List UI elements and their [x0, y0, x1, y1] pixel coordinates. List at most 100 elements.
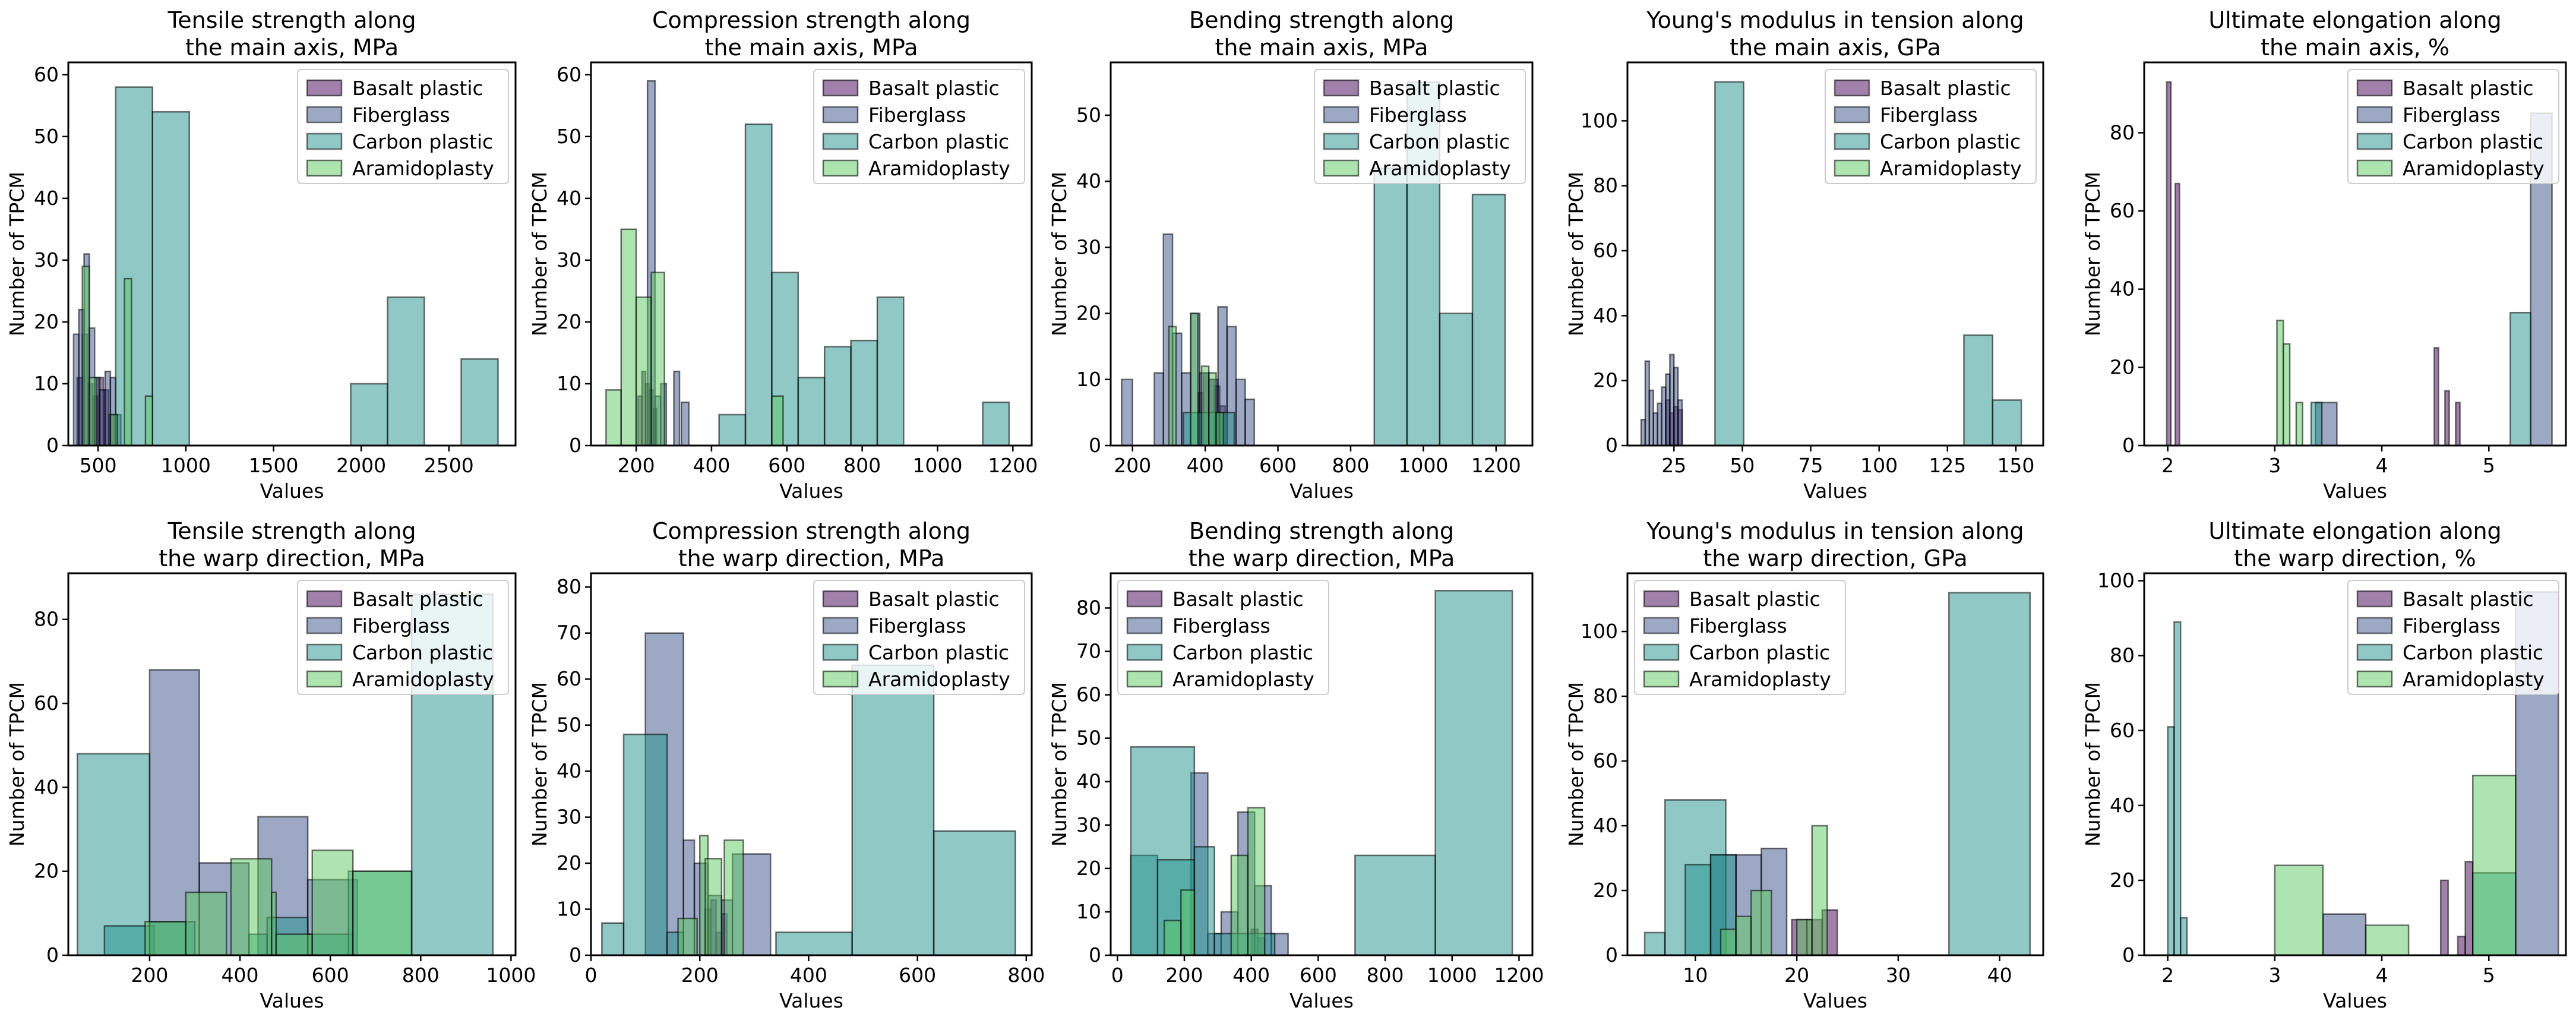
x-tick-label-7-0: 0 [1111, 964, 1124, 987]
y-tick-label-9-0: 0 [2122, 943, 2135, 967]
bar-8-s3-b3 [1796, 918, 1813, 956]
bar-4-s0-b3 [2444, 390, 2450, 447]
legend-box-1 [813, 69, 1025, 184]
y-tick-label-0-1: 10 [34, 372, 59, 395]
bar-0-s3-b0 [81, 266, 90, 447]
legend-label-0-3: Aramidoplasty [352, 157, 494, 180]
y-tick-label-8-4: 80 [1593, 684, 1618, 708]
legend-label-3-0: Basalt plastic [1880, 77, 2011, 100]
legend-swatch-5-3 [306, 670, 343, 688]
legend-label-9-2: Carbon plastic [2403, 641, 2543, 664]
y-tick-label-7-8: 80 [1076, 596, 1101, 619]
bar-6-s2-b4 [851, 664, 935, 956]
y-tick-label-7-7: 70 [1076, 640, 1101, 663]
bar-1-s2-b4 [823, 346, 852, 447]
legend-label-1-2: Carbon plastic [868, 130, 1009, 153]
legend-7: Basalt plastic Fiberglass Carbon plastic Ar… [1117, 580, 1329, 695]
y-tick-label-9-5: 100 [2097, 569, 2135, 592]
bar-8-s2-b4 [1948, 592, 2031, 956]
bar-6-s2-b0 [601, 922, 625, 956]
y-axis-label-5: Number of TPCM [5, 682, 29, 847]
bar-2-s3-b0 [1168, 326, 1177, 447]
bar-1-s3-b0 [605, 389, 622, 447]
bar-9-s3-b1 [2365, 924, 2410, 956]
bar-6-s3-b2 [704, 858, 723, 956]
y-tick-label-8-1: 20 [1593, 879, 1618, 902]
y-tick-label-4-1: 20 [2110, 355, 2135, 378]
y-tick-label-0-4: 40 [34, 187, 59, 210]
x-tick-label-7-3: 600 [1300, 964, 1337, 987]
y-axis-label-6: Number of TPCM [528, 682, 551, 847]
legend-swatch-9-3 [2356, 670, 2393, 688]
y-tick-label-5-1: 20 [34, 860, 59, 883]
x-axis-label-3: Values [1803, 479, 1867, 503]
chart-title-8-line0: Young's modulus in tension along [1646, 518, 2024, 544]
x-axis-label-6: Values [779, 989, 843, 1012]
axes-frame-9 [2143, 572, 2567, 956]
bar-2-s2-b2 [1373, 167, 1408, 447]
y-tick-label-4-2: 40 [2110, 277, 2135, 301]
legend-label-3-3: Aramidoplasty [1880, 157, 2022, 180]
legend-label-5-1: Fiberglass [352, 614, 450, 637]
x-tick-label-2-0: 200 [1114, 454, 1151, 477]
bar-1-s2-b1 [744, 123, 773, 447]
axes-frame-2 [1110, 61, 1534, 447]
x-tick-label-3-1: 50 [1730, 454, 1755, 477]
legend-5: Basalt plastic Fiberglass Carbon plastic Ar… [297, 580, 509, 695]
y-tick-label-1-4: 40 [557, 187, 581, 210]
x-tick-label-7-1: 200 [1165, 964, 1203, 987]
bar-5-s3-b6 [352, 870, 413, 956]
y-tick-label-3-4: 80 [1593, 174, 1618, 197]
x-axis-label-7: Values [1289, 989, 1354, 1012]
legend-label-9-3: Aramidoplasty [2403, 668, 2545, 691]
x-tick-label-4-0: 2 [2161, 454, 2174, 477]
x-tick-label-2-4: 1000 [1398, 454, 1448, 477]
chart-title-7-line0: Bending strength along [1189, 518, 1454, 544]
bar-8-s2-b2 [1684, 864, 1712, 956]
legend-swatch-6-2 [822, 643, 859, 661]
y-tick-label-0-6: 60 [34, 63, 59, 86]
y-tick-label-1-2: 20 [557, 310, 581, 333]
y-tick-label-0-2: 20 [34, 310, 59, 333]
bar-1-s2-b0 [718, 413, 747, 447]
legend-swatch-4-3 [2356, 159, 2393, 177]
legend-9: Basalt plastic Fiberglass Carbon plastic Ar… [2347, 580, 2559, 695]
bar-5-s3-b2 [230, 858, 273, 956]
legend-label-9-1: Fiberglass [2403, 614, 2501, 637]
bar-1-s1-b4 [680, 401, 690, 447]
y-tick-label-6-0: 0 [569, 943, 581, 967]
legend-swatch-1-2 [822, 132, 859, 150]
bar-7-s3-b2 [1230, 854, 1249, 956]
bar-3-s1-b9 [1677, 399, 1683, 447]
y-tick-label-6-8: 80 [557, 575, 581, 598]
bar-3-s2-b1 [1963, 334, 1994, 447]
x-tick-label-9-1: 3 [2268, 964, 2281, 987]
y-tick-label-7-1: 10 [1076, 900, 1101, 923]
legend-label-6-1: Fiberglass [868, 614, 966, 637]
bar-5-s3-b4 [275, 933, 313, 956]
x-tick-label-7-4: 800 [1367, 964, 1404, 987]
axes-frame-4 [2143, 61, 2567, 447]
y-tick-label-1-6: 60 [557, 63, 581, 86]
y-tick-label-9-3: 60 [2110, 719, 2135, 742]
chart-title-5-line1: the warp direction, MPa [159, 545, 425, 571]
axes-frame-0 [67, 61, 517, 447]
bar-2-s1-b11 [1244, 398, 1256, 447]
y-axis-label-8: Number of TPCM [1564, 682, 1588, 847]
y-tick-label-2-4: 40 [1076, 169, 1101, 192]
legend-swatch-1-0 [822, 79, 859, 97]
x-tick-label-3-4: 125 [1929, 454, 1966, 477]
y-tick-label-2-1: 10 [1076, 368, 1101, 391]
bar-8-s3-b4 [1811, 825, 1828, 956]
bar-9-s0-b1 [2457, 936, 2466, 956]
x-tick-label-4-1: 3 [2268, 454, 2281, 477]
bar-1-s3-b2 [635, 296, 652, 447]
x-tick-label-3-3: 100 [1860, 454, 1898, 477]
legend-4: Basalt plastic Fiberglass Carbon plastic Ar… [2347, 69, 2559, 184]
legend-swatch-5-2 [306, 643, 343, 661]
legend-swatch-2-1 [1323, 106, 1360, 124]
legend-label-2-2: Carbon plastic [1369, 130, 1510, 153]
x-tick-label-4-3: 5 [2483, 454, 2495, 477]
chart-title-7-line1: the warp direction, MPa [1189, 545, 1455, 571]
bar-9-s1-b0 [2322, 913, 2367, 956]
